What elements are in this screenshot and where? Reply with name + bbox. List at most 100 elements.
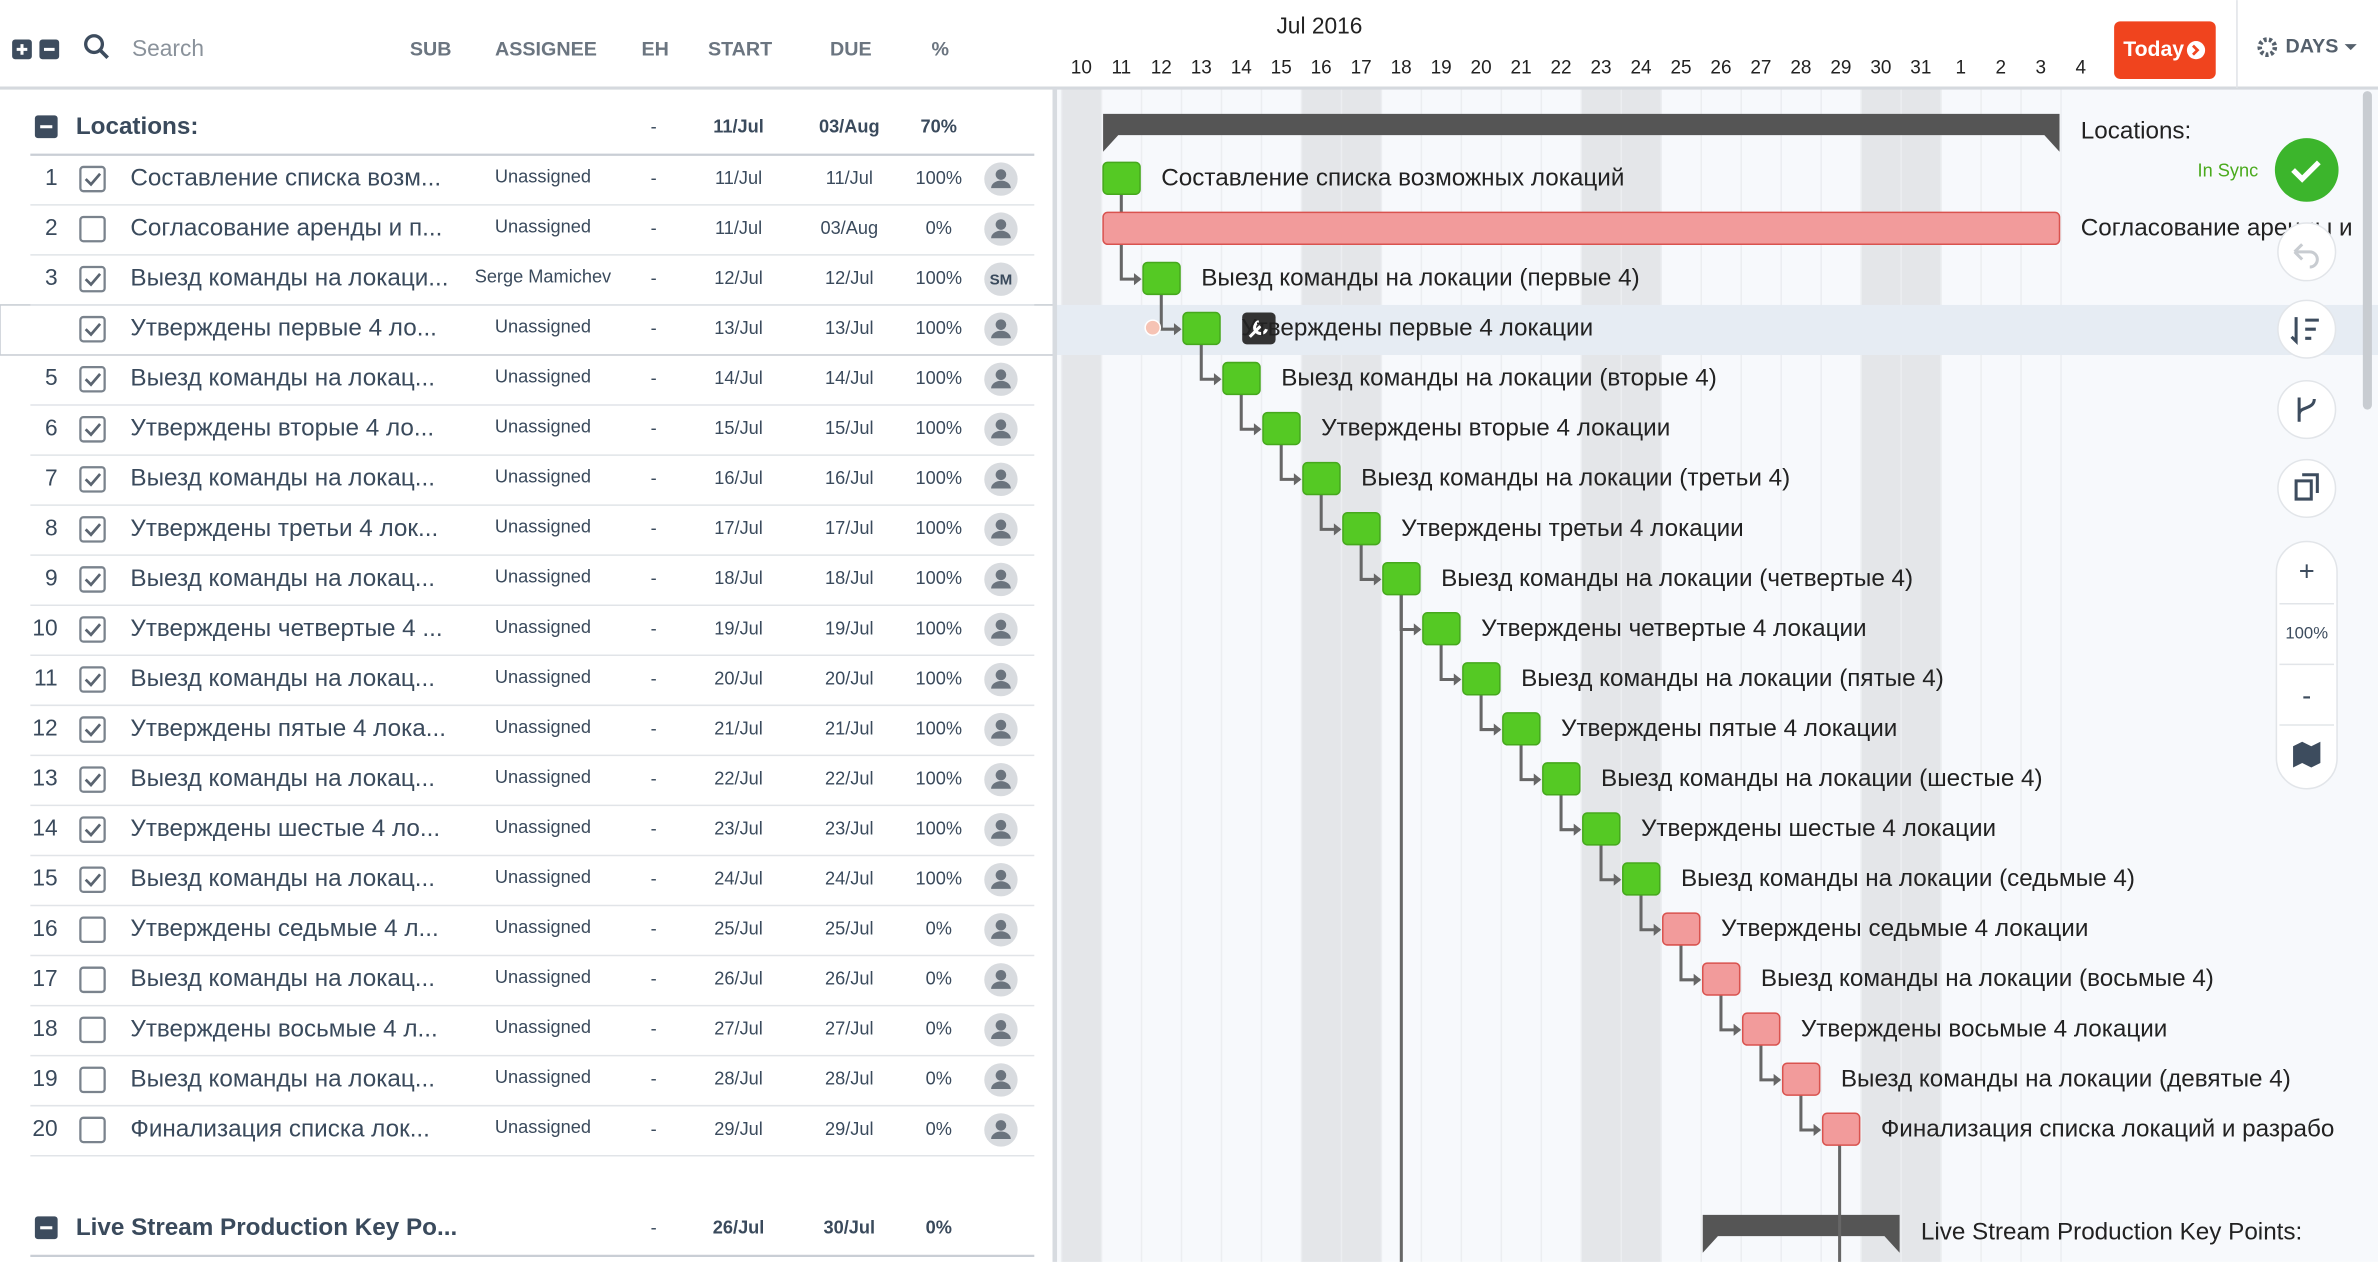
task-bar[interactable] xyxy=(1701,962,1741,996)
row-number: 7 xyxy=(45,464,58,490)
tool-button[interactable] xyxy=(2277,458,2337,519)
row-number: 3 xyxy=(45,264,58,290)
task-name[interactable]: Выезд команды на локац... xyxy=(130,865,435,892)
bar-label: Выезд команды на локации (шестые 4) xyxy=(1601,765,2043,792)
row-number: 10 xyxy=(32,614,57,640)
task-checkbox[interactable] xyxy=(79,916,106,944)
task-assignee: Unassigned xyxy=(495,216,591,236)
summary-bar[interactable] xyxy=(1103,113,2060,152)
avatar-head xyxy=(995,319,1007,330)
task-name[interactable]: Выезд команды на локац... xyxy=(130,965,435,992)
task-bar[interactable] xyxy=(1502,712,1541,746)
task-bar[interactable] xyxy=(1382,561,1421,596)
task-name[interactable]: Утверждены четвертые 4 ... xyxy=(130,615,442,642)
scale-dropdown[interactable]: DAYS xyxy=(2285,35,2338,57)
task-name[interactable]: Утверждены шестые 4 ло... xyxy=(130,815,440,842)
tool-icon xyxy=(2294,473,2319,501)
task-name[interactable]: Составление списка возм... xyxy=(130,164,441,191)
task-checkbox[interactable] xyxy=(79,1016,106,1044)
task-checkbox[interactable] xyxy=(79,966,106,994)
task-name[interactable]: Утверждены седьмые 4 л... xyxy=(130,915,438,942)
summary-bar[interactable] xyxy=(1702,1214,1900,1253)
task-checkbox[interactable] xyxy=(79,215,106,243)
checkmark xyxy=(84,172,102,187)
scrollbar[interactable] xyxy=(2362,91,2372,410)
bar-label: Выезд команды на локации (третьи 4) xyxy=(1361,465,1790,492)
sync-button[interactable] xyxy=(2274,138,2339,202)
task-checkbox[interactable] xyxy=(79,816,106,843)
task-bar[interactable] xyxy=(1622,862,1661,896)
group-due: 30/Jul xyxy=(824,1217,876,1237)
task-checkbox[interactable] xyxy=(79,315,106,343)
task-bar[interactable] xyxy=(1302,461,1341,496)
avatar-body xyxy=(991,380,1011,389)
task-name[interactable]: Выезд команды на локац... xyxy=(130,665,435,692)
task-checkbox[interactable] xyxy=(79,265,106,293)
task-eh: - xyxy=(651,618,657,638)
dependency-line xyxy=(1599,844,1620,882)
task-name[interactable]: Выезд команды на локац... xyxy=(130,365,435,392)
task-name[interactable]: Утверждены первые 4 ло... xyxy=(130,315,437,342)
task-name[interactable]: Утверждены вторые 4 ло... xyxy=(130,415,434,442)
task-name[interactable]: Финализация списка лок... xyxy=(130,1115,430,1142)
task-checkbox[interactable] xyxy=(79,716,106,743)
task-name[interactable]: Выезд команды на локац... xyxy=(130,765,435,792)
group-name: Locations: xyxy=(76,113,199,140)
dependency-arrow xyxy=(1733,1023,1742,1036)
map-icon[interactable] xyxy=(2293,741,2321,768)
task-bar[interactable] xyxy=(1422,612,1461,646)
tool-button[interactable] xyxy=(2277,380,2337,440)
zoom-out[interactable]: - xyxy=(2302,680,2311,711)
task-bar[interactable] xyxy=(1262,411,1301,446)
dependency-arrow xyxy=(1173,323,1182,336)
task-bar[interactable] xyxy=(1542,762,1581,796)
column-header: % xyxy=(932,38,950,60)
dependency-arrow xyxy=(1293,473,1302,486)
dependency-arrow xyxy=(1373,573,1382,586)
task-checkbox[interactable] xyxy=(79,566,106,593)
task-percent: 100% xyxy=(915,368,962,388)
panel-divider xyxy=(1052,88,1058,1262)
task-bar[interactable] xyxy=(1142,261,1181,296)
task-name[interactable]: Утверждены пятые 4 лока... xyxy=(130,715,446,742)
task-name[interactable]: Выезд команды на локац... xyxy=(130,565,435,592)
task-checkbox[interactable] xyxy=(79,416,106,443)
task-percent: 100% xyxy=(915,268,962,288)
task-bar[interactable] xyxy=(1462,662,1501,696)
task-checkbox[interactable] xyxy=(79,1066,106,1094)
task-bar[interactable] xyxy=(1102,161,1141,195)
zoom-in[interactable]: + xyxy=(2299,556,2315,587)
task-bar[interactable] xyxy=(1821,1112,1861,1146)
task-checkbox[interactable] xyxy=(79,165,106,193)
task-checkbox[interactable] xyxy=(79,365,106,393)
task-name[interactable]: Утверждены восьмые 4 л... xyxy=(130,1015,437,1042)
task-bar[interactable] xyxy=(1102,211,2061,246)
task-checkbox[interactable] xyxy=(79,1116,106,1144)
task-name[interactable]: Выезд команды на локаци... xyxy=(130,265,448,292)
task-checkbox[interactable] xyxy=(79,866,106,893)
avatar-body xyxy=(991,681,1011,689)
task-name[interactable]: Выезд команды на локац... xyxy=(130,1065,435,1092)
task-checkbox[interactable] xyxy=(79,466,106,493)
task-name[interactable]: Согласование аренды и п... xyxy=(130,215,442,242)
task-bar[interactable] xyxy=(1342,511,1381,546)
task-checkbox[interactable] xyxy=(79,666,106,693)
row-number: 6 xyxy=(45,414,58,440)
task-bar[interactable] xyxy=(1781,1062,1821,1096)
task-checkbox[interactable] xyxy=(79,616,106,643)
today-button[interactable] xyxy=(2114,21,2216,79)
day-label: 23 xyxy=(1590,57,1611,78)
task-name[interactable]: Выезд команды на локац... xyxy=(130,465,435,492)
search-input[interactable]: Search xyxy=(132,35,204,61)
task-percent: 0% xyxy=(926,969,952,989)
task-bar[interactable] xyxy=(1582,812,1621,846)
task-bar[interactable] xyxy=(1182,311,1221,346)
task-bar[interactable] xyxy=(1662,912,1701,946)
column-header: SUB xyxy=(410,38,452,60)
task-checkbox[interactable] xyxy=(79,766,106,793)
task-bar[interactable] xyxy=(1741,1012,1781,1046)
task-bar[interactable] xyxy=(1222,361,1261,396)
task-checkbox[interactable] xyxy=(79,516,106,543)
task-name[interactable]: Утверждены третьи 4 лок... xyxy=(130,515,438,542)
